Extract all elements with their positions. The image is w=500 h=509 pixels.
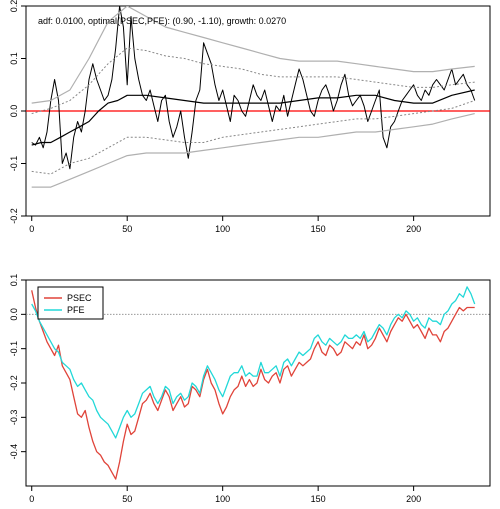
spread-chart-panel: 0 50 100 150 200 -0.2 -0.1 0.0 0.1 0.2 adf: 0.0100…	[9, 0, 491, 234]
legend-box	[37, 286, 104, 320]
spread-line	[31, 6, 476, 170]
spread-x-tick-label: 50	[122, 224, 132, 234]
price-y-tick-label: -0.3	[9, 410, 19, 426]
spread-y-tick-label: 0.1	[9, 52, 19, 65]
price-y-tick-label: 0.0	[9, 308, 19, 321]
psec-series-line	[31, 290, 475, 480]
inner-band-line	[31, 100, 475, 175]
legend-label-pfe: PFE	[67, 305, 85, 315]
outer-band-line	[31, 6, 475, 104]
legend-label-psec: PSEC	[67, 293, 92, 303]
price-y-tick-label: -0.2	[9, 375, 19, 391]
price-x-tick-label: 100	[215, 494, 230, 504]
spread-x-tick-label: 200	[406, 224, 421, 234]
spread-y-tick-label: 0.2	[9, 0, 19, 12]
spread-plot-area	[26, 6, 490, 188]
legend: PSEC PFE	[37, 286, 104, 320]
spread-x-tick-label: 0	[29, 224, 34, 234]
pfe-series-line	[31, 286, 476, 439]
chart-title: adf: 0.0100, optimal(PSEC,PFE): (0.90, -…	[38, 16, 286, 26]
spread-y-tick-label: -0.1	[9, 156, 19, 172]
price-x-tick-label: 200	[406, 494, 421, 504]
rolling-mean-line	[31, 89, 475, 146]
price-chart-panel: 0 50 100 150 200 -0.4 -0.3 -0.2 -0.1 0.0 0.1 PSEC PF…	[9, 274, 491, 504]
price-plot-area	[26, 286, 490, 480]
spread-x-tick-label: 100	[215, 224, 230, 234]
price-x-tick-label: 50	[122, 494, 132, 504]
outer-band-line	[31, 113, 475, 188]
inner-band-line	[31, 47, 475, 115]
price-y-tick-label: -0.1	[9, 341, 19, 357]
spread-y-tick-label: -0.2	[9, 208, 19, 224]
price-y-tick-label: 0.1	[9, 274, 19, 287]
spread-x-tick-label: 150	[311, 224, 326, 234]
spread-y-tick-label: 0.0	[9, 105, 19, 118]
price-x-tick-label: 150	[311, 494, 326, 504]
price-y-tick-label: -0.4	[9, 444, 19, 460]
price-x-tick-label: 0	[29, 494, 34, 504]
